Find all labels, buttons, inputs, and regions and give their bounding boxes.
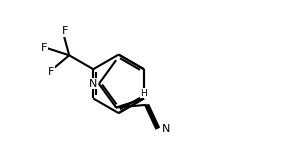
Text: N: N	[89, 79, 97, 89]
Text: H: H	[141, 89, 147, 98]
Text: F: F	[48, 67, 54, 77]
Text: F: F	[41, 43, 47, 53]
Text: F: F	[62, 26, 68, 36]
Text: N: N	[162, 124, 170, 134]
